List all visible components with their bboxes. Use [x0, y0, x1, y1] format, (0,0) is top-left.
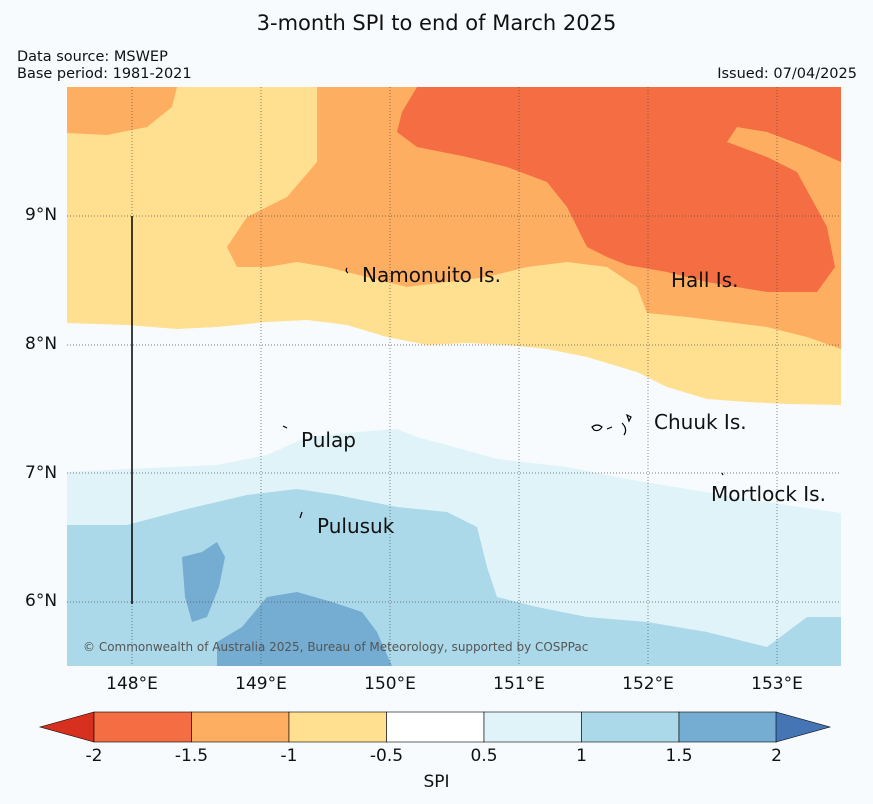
issued-date: Issued: 07/04/2025 — [717, 66, 857, 82]
map-title: 3-month SPI to end of March 2025 — [256, 11, 617, 35]
place-pulusuk: Pulusuk — [317, 514, 395, 538]
spi-wet-strong-patch — [182, 542, 225, 622]
colorbar-label: SPI — [423, 772, 450, 792]
lon-label-149e: 149°E — [235, 674, 287, 694]
colorbar — [38, 711, 832, 743]
colorbar-tick: 1 — [576, 746, 587, 766]
colorbar-bin — [483, 711, 582, 743]
spi-wet-strong-region — [217, 592, 392, 666]
colorbar-bin — [678, 711, 777, 743]
place-pulap: Pulap — [301, 428, 356, 452]
place-mortlock: Mortlock Is. — [711, 482, 826, 506]
lat-label-8n: 8°N — [25, 334, 58, 354]
copyright-credit: © Commonwealth of Australia 2025, Bureau… — [83, 640, 589, 654]
colorbar-tick: 2 — [771, 746, 782, 766]
lon-label-151e: 151°E — [493, 674, 545, 694]
colorbar-tick: -1 — [280, 746, 298, 766]
namonuito-island-mark — [345, 267, 349, 274]
lat-label-6n: 6°N — [25, 591, 58, 611]
place-namonuito: Namonuito Is. — [362, 263, 501, 287]
lat-label-7n: 7°N — [25, 463, 58, 483]
spi-dry-medium-region — [67, 87, 177, 135]
pulusuk-island-mark — [299, 511, 303, 519]
colorbar-bin — [191, 711, 290, 743]
mortlock-island-mark — [721, 472, 724, 476]
base-period: Base period: 1981-2021 — [17, 66, 192, 82]
pulap-island-mark — [282, 425, 288, 429]
lon-label-152e: 152°E — [622, 674, 674, 694]
data-source: Data source: MSWEP — [17, 49, 168, 65]
colorbar-tick: -1.5 — [174, 746, 209, 766]
lon-label-153e: 153°E — [751, 674, 803, 694]
colorbar-bin — [93, 711, 192, 743]
colorbar-tick: -0.5 — [369, 746, 404, 766]
spi-map — [67, 87, 841, 666]
lon-label-150e: 150°E — [364, 674, 416, 694]
colorbar-extend-high — [775, 711, 832, 743]
colorbar-tick: 1.5 — [665, 746, 693, 766]
colorbar-tick: 0.5 — [470, 746, 498, 766]
lat-label-9n: 9°N — [25, 205, 58, 225]
colorbar-bin — [288, 711, 387, 743]
colorbar-bin — [581, 711, 680, 743]
place-chuuk: Chuuk Is. — [654, 410, 747, 434]
colorbar-extend-low — [38, 711, 95, 743]
lon-label-148e: 148°E — [106, 674, 158, 694]
place-hall: Hall Is. — [671, 268, 739, 292]
spi-dry-strong-region — [397, 87, 841, 292]
chuuk-island-mark — [591, 413, 632, 436]
colorbar-bin — [386, 711, 485, 743]
graticule — [67, 87, 841, 666]
colorbar-tick: -2 — [85, 746, 103, 766]
island-outlines — [282, 267, 724, 519]
